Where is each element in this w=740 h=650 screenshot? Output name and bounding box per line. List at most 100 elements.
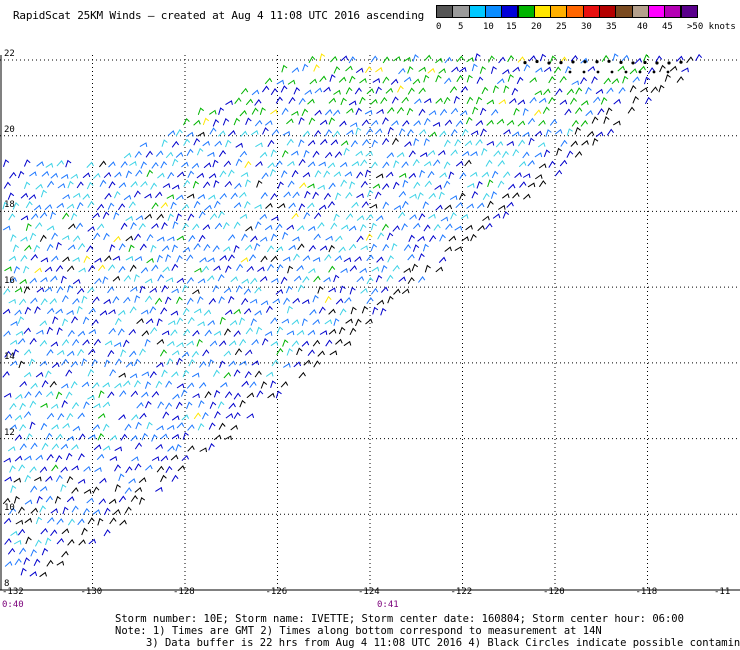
contamination-circle: [595, 60, 599, 64]
wind-barb: [271, 216, 279, 221]
wind-barb: [293, 275, 302, 282]
wind-barb: [392, 225, 400, 232]
wind-barb: [214, 411, 221, 419]
wind-barb: [307, 349, 315, 357]
wind-barb: [24, 244, 32, 252]
wind-barb: [575, 87, 583, 95]
wind-barb: [207, 275, 215, 282]
wind-barb: [61, 550, 69, 558]
wind-barb: [319, 75, 327, 83]
wind-barb: [264, 224, 273, 231]
wind-barb: [9, 424, 17, 430]
wind-barb: [187, 170, 195, 178]
wind-barb: [406, 107, 414, 116]
wind-barb: [176, 255, 183, 263]
wind-barb: [161, 222, 168, 230]
wind-barb: [176, 317, 184, 325]
wind-barb: [41, 547, 49, 556]
wind-barb: [25, 433, 33, 441]
wind-barb: [476, 180, 483, 189]
contamination-circle: [535, 59, 539, 64]
wind-barb: [50, 211, 56, 220]
wind-barb: [335, 338, 343, 345]
wind-barb: [605, 107, 613, 115]
wind-barb: [13, 265, 21, 274]
wind-barb: [413, 120, 421, 127]
wind-barb: [124, 487, 132, 494]
wind-barb: [135, 169, 143, 177]
wind-barb: [7, 192, 15, 200]
wind-barb: [255, 160, 263, 167]
wind-barb: [585, 86, 592, 95]
wind-barb: [386, 274, 394, 282]
wind-barb: [71, 316, 78, 324]
wind-barb: [167, 445, 175, 452]
wind-barb: [324, 254, 332, 261]
wind-barb: [349, 327, 357, 336]
wind-barb: [77, 242, 86, 250]
wind-barb: [134, 295, 141, 303]
wind-barb: [423, 117, 431, 126]
wind-barb: [366, 213, 374, 221]
wind-barb: [503, 129, 511, 135]
wind-barb: [107, 202, 115, 210]
wind-barb: [156, 465, 165, 473]
wind-barb: [228, 295, 235, 304]
wind-barb: [333, 89, 341, 95]
wind-barb: [187, 316, 195, 324]
wind-barb: [320, 138, 328, 145]
wind-barb: [523, 193, 531, 200]
wind-barb: [223, 287, 232, 294]
wind-barb: [123, 152, 132, 159]
wind-barb: [223, 350, 232, 357]
wind-barb: [613, 98, 621, 105]
wind-barb: [24, 455, 32, 461]
wind-barb: [145, 318, 154, 325]
wind-barb: [413, 181, 421, 189]
wind-barb: [339, 308, 347, 316]
wind-barb: [229, 319, 238, 326]
wind-barb: [35, 183, 43, 190]
wind-barb: [249, 298, 258, 304]
wind-barb: [212, 159, 219, 168]
wind-barb: [265, 202, 273, 209]
wind-barb: [209, 213, 218, 220]
wind-barb: [365, 128, 374, 135]
wind-barb: [191, 162, 200, 169]
wind-barb: [60, 275, 67, 284]
wind-barb: [28, 194, 37, 200]
wind-barb: [481, 147, 488, 156]
wind-barb: [450, 212, 457, 220]
wind-barb: [135, 421, 142, 430]
wind-barb: [495, 141, 504, 148]
wind-barb: [580, 76, 587, 85]
wind-barb: [470, 130, 479, 136]
wind-barb: [560, 139, 568, 147]
contamination-circle: [559, 61, 563, 65]
wind-barb: [146, 421, 153, 430]
wind-barb: [502, 68, 510, 75]
wind-barb: [496, 118, 505, 125]
wind-barb: [241, 297, 249, 305]
wind-barb: [270, 317, 278, 324]
wind-barb: [340, 267, 348, 274]
wind-barb: [464, 140, 473, 147]
wind-barb: [56, 160, 65, 167]
wind-barb: [349, 286, 356, 295]
wind-barb: [334, 151, 343, 158]
wind-barb: [629, 85, 637, 93]
wind-barb: [507, 183, 516, 190]
wind-barb: [281, 64, 288, 73]
wind-barb: [506, 140, 515, 146]
wind-barb: [349, 122, 358, 128]
wind-barb: [308, 55, 316, 63]
wind-barb: [467, 183, 475, 188]
wind-barb: [361, 201, 369, 208]
wind-barb: [18, 464, 26, 472]
wind-barb: [128, 201, 136, 209]
page-title: RapidScat 25KM Winds — created at Aug 4 …: [13, 9, 425, 22]
wind-barb: [443, 180, 451, 188]
wind-barb: [244, 244, 253, 251]
wind-barb: [225, 100, 233, 106]
wind-barb: [198, 234, 206, 242]
